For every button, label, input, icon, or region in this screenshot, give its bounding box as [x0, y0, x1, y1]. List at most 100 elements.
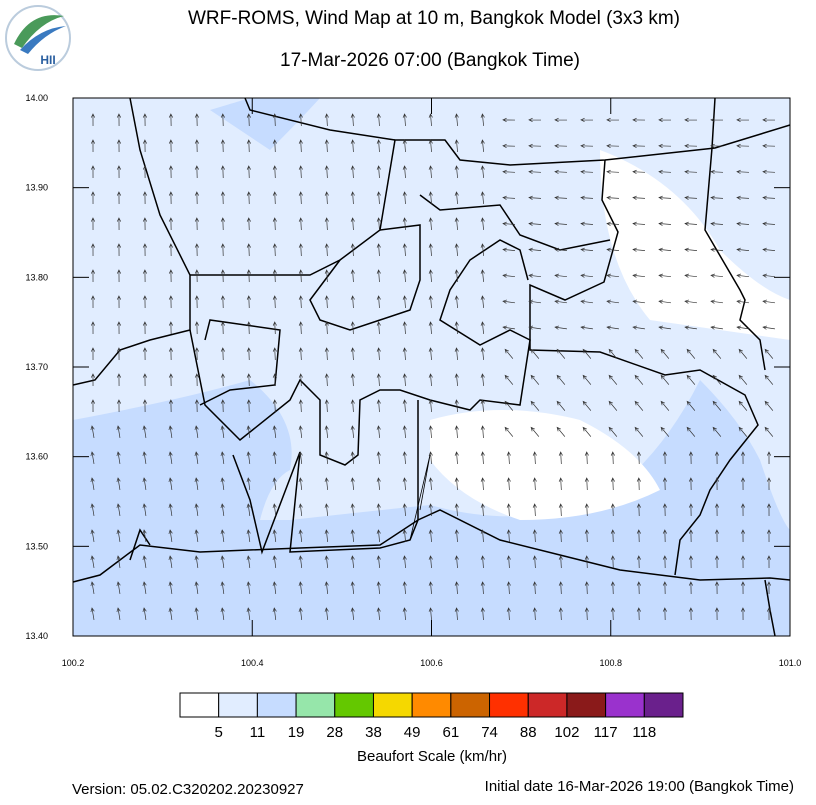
wind-arrow — [454, 269, 459, 283]
wind-arrow — [532, 607, 537, 621]
wind-arrow — [554, 195, 568, 200]
wind-arrow — [402, 607, 407, 621]
wind-arrow — [684, 143, 698, 148]
wind-arrow — [246, 373, 251, 387]
wind-arrow — [686, 426, 696, 437]
boundary — [129, 528, 151, 561]
wind-arrow — [90, 477, 95, 490]
wind-arrow — [764, 374, 774, 385]
x-tick-label: 100.2 — [62, 658, 85, 668]
wind-arrow — [220, 295, 225, 309]
map-title: WRF-ROMS, Wind Map at 10 m, Bangkok Mode… — [188, 8, 680, 29]
wind-arrow — [324, 269, 329, 283]
wind-arrow — [194, 113, 199, 127]
wind-arrow — [738, 426, 748, 437]
wind-arrow — [142, 217, 148, 231]
wind-arrow — [528, 169, 542, 174]
wind-arrow — [350, 139, 355, 153]
wind-arrow — [554, 143, 568, 148]
wind-arrow — [194, 373, 199, 387]
wind-arrow — [558, 555, 563, 569]
wind-arrow — [168, 165, 173, 179]
wind-arrow — [246, 113, 251, 127]
wind-arrow — [428, 399, 433, 413]
wind-arrow — [376, 139, 381, 153]
wind-arrow — [376, 269, 381, 283]
wind-arrow — [606, 325, 619, 330]
x-tick-label: 100.8 — [599, 658, 622, 668]
wind-arrow — [506, 555, 511, 569]
wind-arrow — [142, 451, 147, 464]
wind-arrow — [402, 321, 407, 335]
wind-arrow — [142, 321, 148, 335]
wind-arrow — [402, 373, 407, 387]
wind-arrow — [712, 374, 722, 385]
wind-arrow — [766, 607, 772, 621]
wind-arrow — [740, 529, 746, 543]
wind-arrow — [480, 399, 485, 413]
wind-arrow — [428, 373, 433, 387]
wind-arrow — [116, 477, 121, 490]
colorbar-box — [295, 692, 336, 718]
wind-arrow — [736, 221, 750, 226]
wind-arrow — [246, 477, 251, 490]
wind-arrow — [454, 217, 459, 231]
wind-arrow — [142, 373, 148, 387]
wind-arrow — [632, 221, 646, 226]
wind-arrow — [376, 347, 381, 361]
footer-version: Version: 05.02.C320202.20230927 — [72, 781, 304, 798]
wind-arrow — [298, 165, 303, 179]
wind-arrow — [580, 221, 594, 226]
wind-arrow — [502, 299, 515, 304]
wind-arrow — [194, 607, 199, 620]
wind-arrow — [350, 425, 355, 439]
wind-arrow — [506, 503, 511, 517]
wind-arrow — [584, 555, 589, 569]
wind-arrow — [298, 555, 303, 568]
wind-arrow — [580, 117, 594, 123]
wind-arrow — [168, 191, 173, 205]
wind-arrow — [194, 321, 199, 335]
wind-arrow — [116, 373, 122, 387]
wind-arrow — [684, 221, 698, 226]
wind-arrow — [530, 400, 540, 411]
wind-arrow — [634, 426, 644, 437]
wind-arrow — [272, 243, 277, 257]
wind-arrow — [350, 581, 355, 595]
wind-arrow — [686, 348, 696, 359]
wind-arrow — [90, 529, 95, 542]
wind-arrow — [246, 321, 251, 335]
wind-arrow — [90, 113, 96, 127]
wind-arrow — [606, 273, 620, 278]
wind-arrow — [220, 113, 225, 127]
wind-arrow — [428, 607, 433, 621]
wind-arrow — [480, 321, 485, 335]
wind-arrow — [632, 169, 646, 174]
wind-arrow — [168, 347, 173, 361]
wind-arrow — [686, 374, 696, 385]
colorbar-label: 49 — [404, 724, 421, 741]
wind-arrow — [402, 451, 407, 465]
wind-arrow — [220, 243, 225, 257]
wind-arrows — [90, 113, 776, 621]
wind-arrow — [298, 269, 303, 283]
wind-arrow — [636, 503, 641, 517]
wind-arrow — [506, 607, 511, 621]
wind-arrow — [324, 347, 329, 361]
wind-arrow — [558, 503, 563, 517]
wind-arrow — [168, 555, 173, 568]
wind-arrow — [606, 169, 620, 174]
wind-arrow — [712, 400, 722, 411]
wind-arrow — [142, 399, 148, 413]
wind-arrow — [606, 117, 620, 123]
wind-arrow — [168, 243, 173, 257]
wind-arrow — [402, 139, 407, 153]
wind-arrow — [272, 477, 277, 490]
wind-arrow — [684, 169, 698, 174]
wind-arrow — [298, 139, 303, 153]
river — [409, 454, 431, 541]
wind-arrow — [736, 143, 750, 148]
wind-arrow — [90, 425, 95, 438]
colorbar-box — [643, 692, 684, 718]
wind-arrow — [116, 529, 121, 542]
